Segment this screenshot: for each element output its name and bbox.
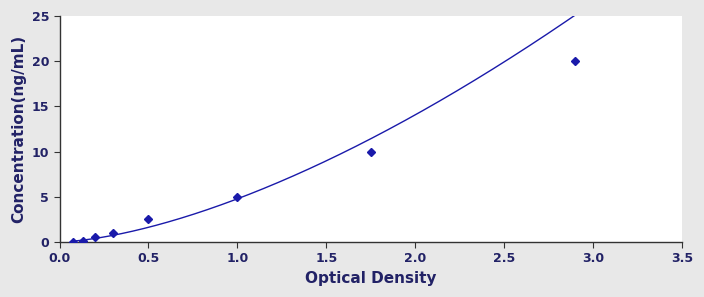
X-axis label: Optical Density: Optical Density	[305, 271, 436, 286]
Y-axis label: Concentration(ng/mL): Concentration(ng/mL)	[11, 35, 26, 223]
